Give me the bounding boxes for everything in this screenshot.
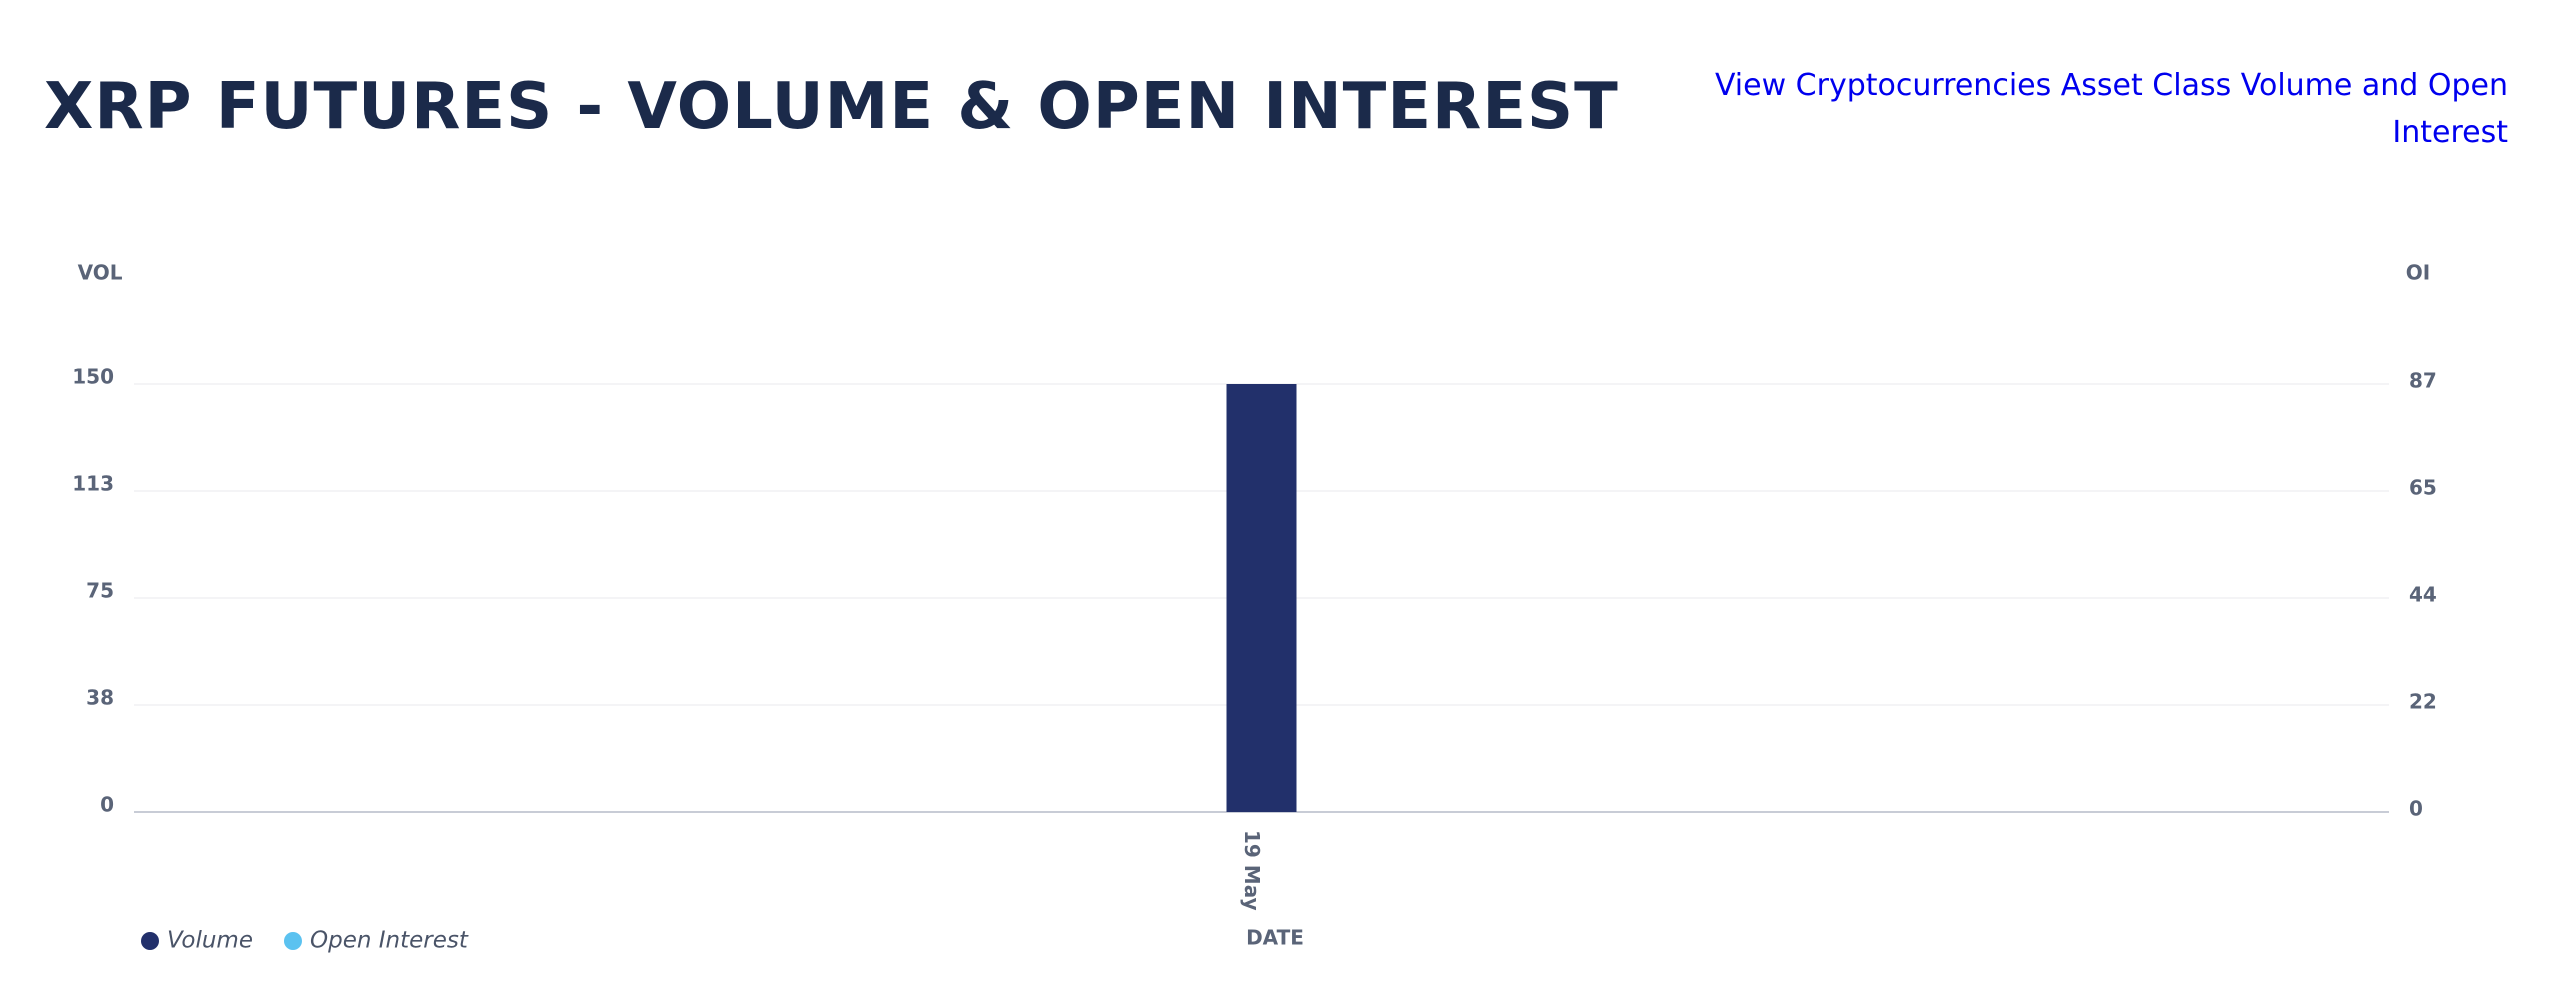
page-title: XRP FUTURES - VOLUME & OPEN INTEREST	[44, 70, 1619, 144]
legend-label[interactable]: Volume	[167, 928, 253, 954]
y2-tick-label: 44	[2409, 583, 2437, 607]
y-axis-title: VOL	[78, 261, 123, 285]
legend-label[interactable]: Open Interest	[310, 928, 469, 954]
y-tick-label: 75	[86, 579, 114, 603]
y2-tick-label: 22	[2409, 690, 2437, 714]
legend-marker[interactable]	[141, 932, 159, 950]
bar	[1226, 384, 1297, 812]
y2-tick-label: 0	[2409, 797, 2423, 821]
y-tick-label: 0	[100, 793, 114, 817]
y-tick-label: 38	[86, 686, 114, 710]
y-tick-label: 150	[72, 365, 114, 389]
y2-tick-label: 65	[2409, 476, 2437, 500]
y2-axis-title: OI	[2406, 261, 2430, 285]
asset-class-link[interactable]: View Cryptocurrencies Asset Class Volume…	[1714, 68, 2508, 150]
y2-tick-label: 87	[2409, 369, 2437, 393]
x-axis-title: DATE	[1246, 926, 1304, 950]
y-tick-label: 113	[72, 472, 114, 496]
legend-marker[interactable]	[283, 932, 302, 950]
x-tick-label: 19 May	[1240, 830, 1264, 911]
